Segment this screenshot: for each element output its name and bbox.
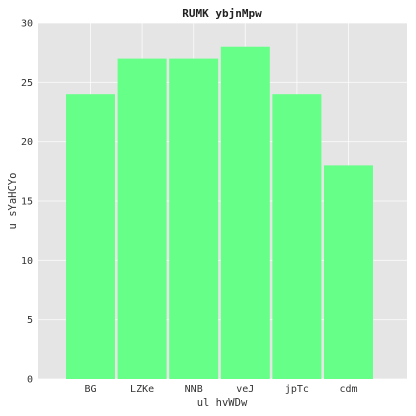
bar-lzke xyxy=(117,58,167,379)
y-tick-label: 5 xyxy=(27,315,33,326)
y-tick-label: 25 xyxy=(21,78,33,89)
bar-nnb xyxy=(169,58,219,379)
x-tick-label: LZKe xyxy=(130,384,154,395)
x-tick-label: BG xyxy=(84,384,96,395)
bars xyxy=(66,46,373,379)
bar-cdm xyxy=(324,165,373,379)
y-axis-ticks: 0 5 10 15 20 25 30 xyxy=(21,19,33,386)
y-tick-label: 15 xyxy=(21,197,33,208)
chart-title: RUMK ybjnMpw xyxy=(182,7,262,20)
x-axis-ticks: BG LZKe NNB veJ jpTc cdm xyxy=(84,384,357,395)
y-tick-label: 0 xyxy=(27,375,33,386)
x-axis-label: ul hvWDw xyxy=(197,397,248,409)
x-tick-label: cdm xyxy=(339,384,357,395)
y-tick-label: 30 xyxy=(21,19,33,30)
y-tick-label: 10 xyxy=(21,256,33,267)
bar-bg xyxy=(66,94,115,379)
bar-jptc xyxy=(272,94,322,379)
y-tick-label: 20 xyxy=(21,137,33,148)
y-axis-label: u sYaHCYo xyxy=(7,173,19,230)
x-tick-label: veJ xyxy=(236,384,254,395)
bar-vej xyxy=(220,46,270,379)
x-tick-label: jpTc xyxy=(285,384,309,395)
x-tick-label: NNB xyxy=(185,384,203,395)
